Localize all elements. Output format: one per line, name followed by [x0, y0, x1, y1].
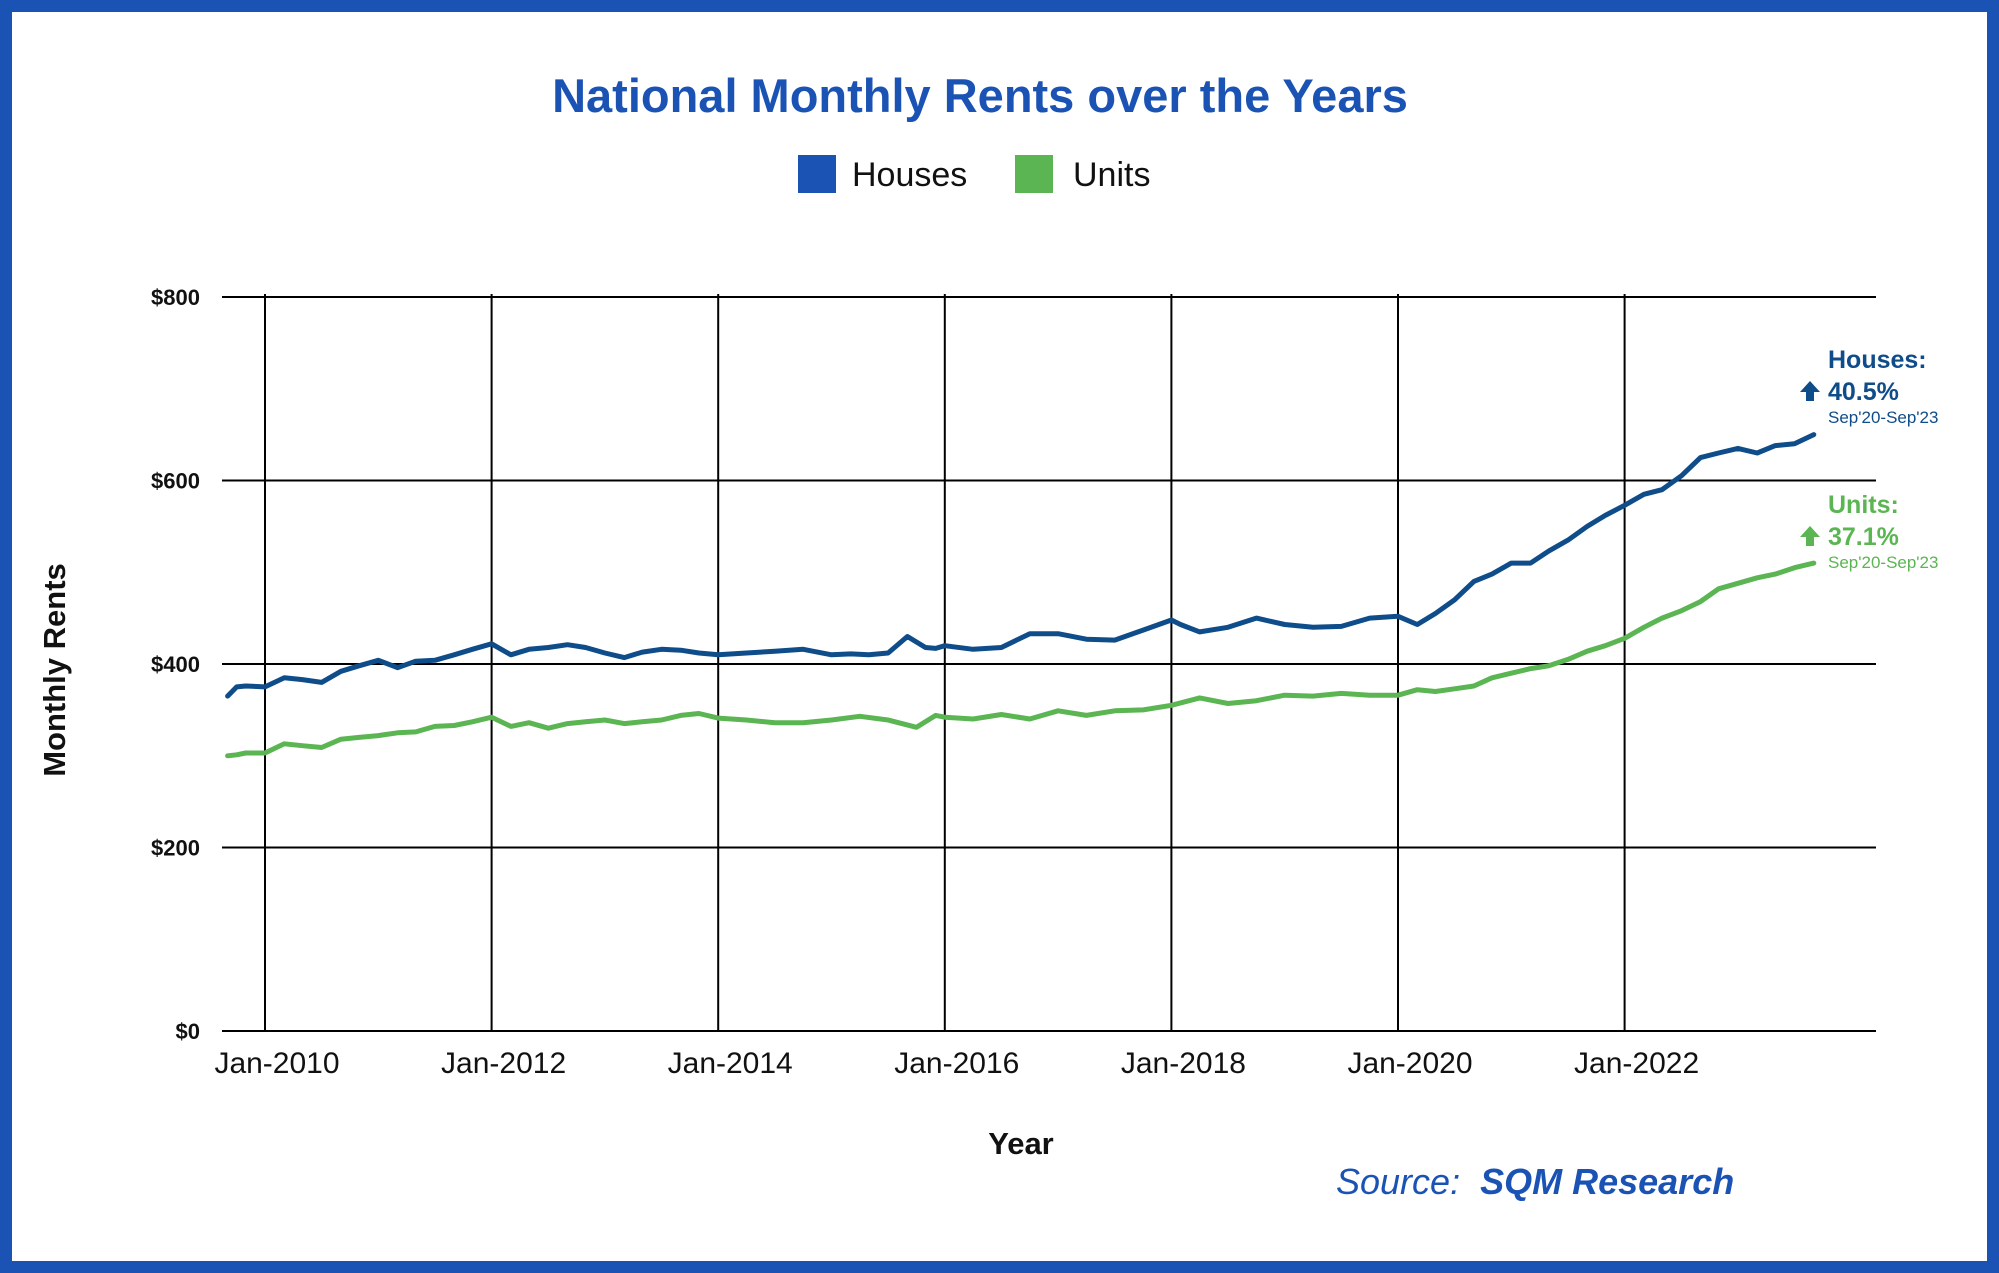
gridlines — [222, 294, 1876, 1032]
annotation-units: Units: 37.1% Sep'20-Sep'23 — [1800, 491, 1938, 572]
series-line-units — [225, 560, 1817, 759]
y-tick-label: $400 — [151, 652, 200, 677]
y-tick-label: $600 — [151, 469, 200, 494]
legend-houses-label: Houses — [852, 156, 967, 194]
x-axis-ticks: Jan-2010 Jan-2012 Jan-2014 Jan-2016 Jan-2018… — [214, 1047, 1699, 1080]
series-lines — [225, 432, 1817, 759]
x-tick-label: Jan-2014 — [668, 1047, 793, 1080]
x-tick-label: Jan-2022 — [1574, 1047, 1699, 1080]
legend: Houses Units — [798, 155, 1150, 194]
annotation-houses-change: 40.5% — [1828, 378, 1899, 406]
x-tick-label: Jan-2020 — [1347, 1047, 1472, 1080]
x-axis-title: Year — [988, 1126, 1054, 1161]
y-tick-label: $800 — [151, 285, 200, 310]
x-tick-label: Jan-2010 — [214, 1047, 339, 1080]
up-arrow-icon — [1800, 381, 1820, 401]
y-tick-label: $0 — [176, 1019, 200, 1044]
x-tick-label: Jan-2018 — [1121, 1047, 1246, 1080]
annotation-houses-label: Houses: — [1828, 346, 1927, 374]
source-note: Source: SQM Research — [1336, 1161, 1734, 1202]
annotation-units-label: Units: — [1828, 491, 1899, 519]
source-name: SQM Research — [1480, 1161, 1734, 1202]
legend-units-label: Units — [1073, 156, 1150, 194]
y-axis-title: Monthly Rents — [37, 563, 72, 777]
legend-houses-swatch — [798, 155, 836, 193]
source-prefix: Source: — [1336, 1161, 1460, 1202]
annotation-houses: Houses: 40.5% Sep'20-Sep'23 — [1800, 346, 1938, 427]
y-axis-ticks: $0 $200 $400 $600 $800 — [151, 285, 200, 1044]
x-tick-label: Jan-2012 — [441, 1047, 566, 1080]
series-line-houses — [225, 432, 1817, 699]
annotation-units-period: Sep'20-Sep'23 — [1828, 553, 1938, 572]
annotation-units-change: 37.1% — [1828, 523, 1899, 551]
annotation-houses-period: Sep'20-Sep'23 — [1828, 408, 1938, 427]
up-arrow-icon — [1800, 526, 1820, 546]
x-tick-label: Jan-2016 — [894, 1047, 1019, 1080]
chart-title: National Monthly Rents over the Years — [552, 69, 1408, 122]
y-tick-label: $200 — [151, 836, 200, 861]
legend-units-swatch — [1015, 155, 1053, 193]
